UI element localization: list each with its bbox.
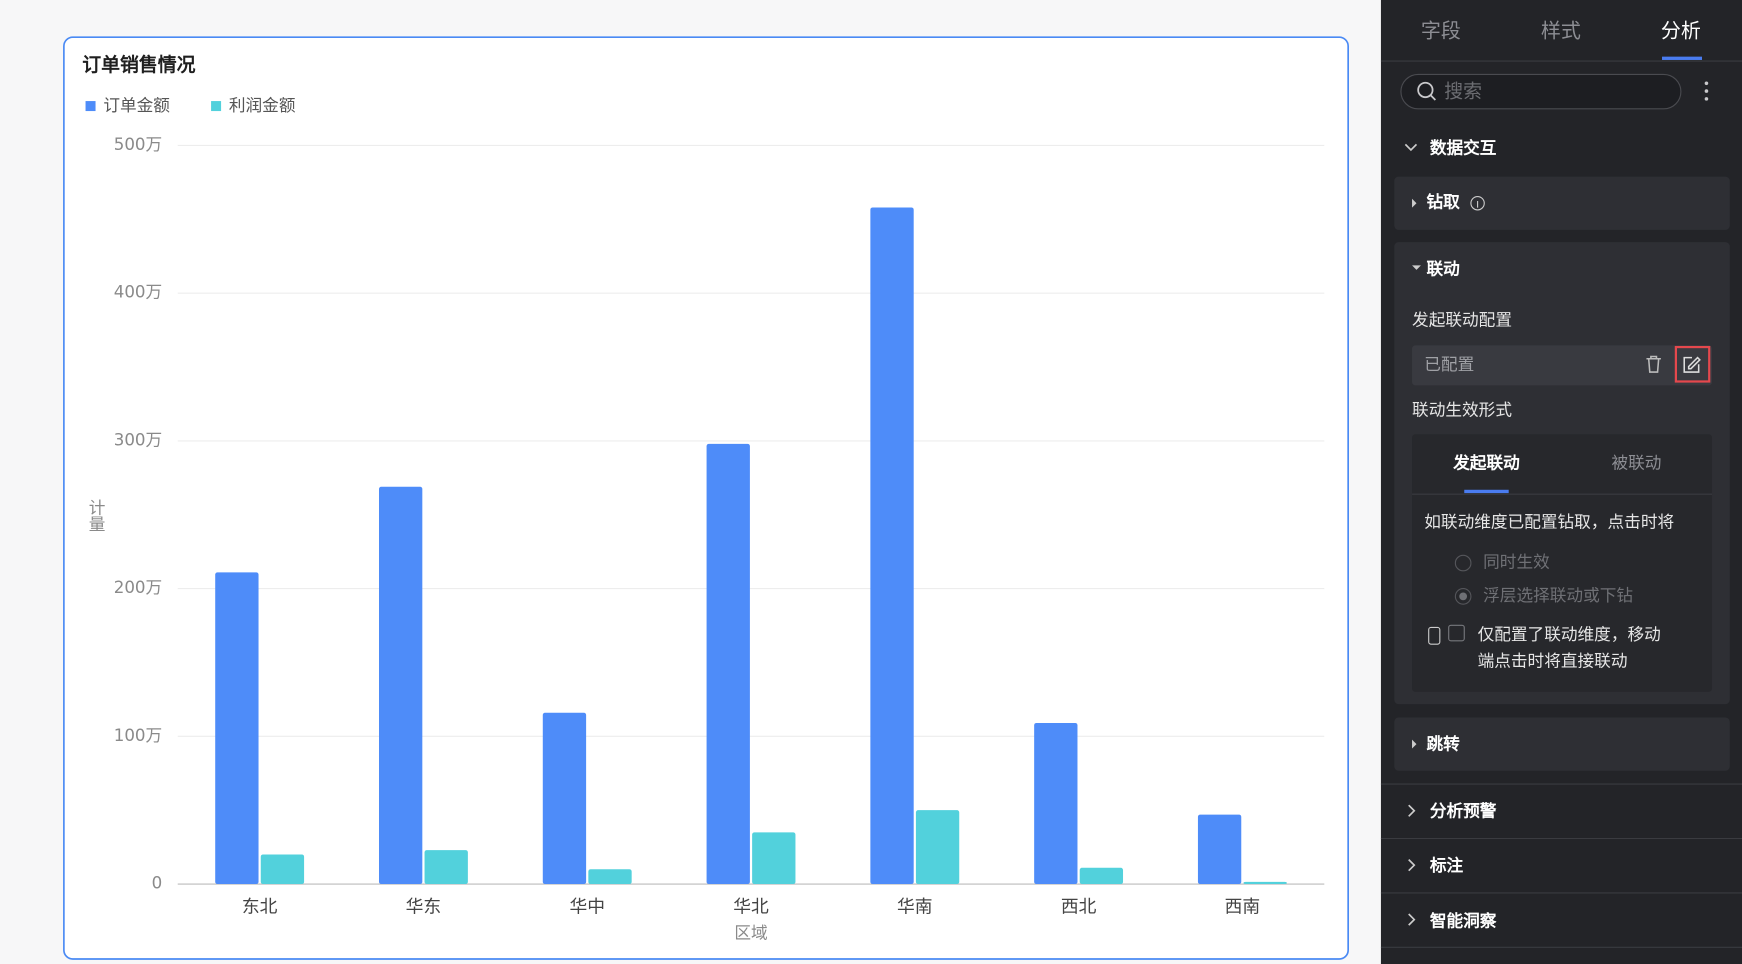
tab[interactable]: 字段 [1421, 19, 1461, 43]
tab[interactable]: 样式 [1541, 19, 1581, 43]
radio-dot [1459, 592, 1468, 601]
bar [1079, 867, 1124, 885]
effect-tab-active[interactable]: 发起联动 [1452, 453, 1520, 473]
chevron[interactable] [1408, 859, 1416, 872]
config-label: 发起联动配置 [1412, 310, 1512, 329]
bar [215, 572, 259, 885]
drill-card [1394, 176, 1730, 230]
bar [424, 850, 468, 885]
bar [752, 832, 796, 885]
y-tick-label: 0 [152, 874, 163, 893]
hint: 如联动维度已配置钻取，点击时将 [1424, 513, 1674, 532]
x-tick-label: 东北 [242, 896, 278, 917]
search-placeholder: 搜索 [1444, 81, 1482, 103]
mobile-note: 端点击时将直接联动 [1478, 651, 1628, 670]
chevron[interactable] [1408, 804, 1416, 817]
search-icon [1417, 81, 1434, 99]
tab-indicator [1464, 489, 1509, 494]
y-tick-label: 400万 [114, 283, 162, 302]
y-tick-label: 500万 [114, 135, 162, 154]
group-title[interactable]: 数据交互 [1430, 137, 1497, 157]
tab-active[interactable]: 分析 [1661, 19, 1701, 43]
config-status: 已配置 [1424, 355, 1474, 374]
bar [588, 869, 632, 885]
radio[interactable] [1454, 554, 1472, 572]
edit-icon [1683, 356, 1701, 373]
bar [260, 854, 305, 885]
y-tick-label: 200万 [114, 578, 162, 597]
jump-title[interactable]: 跳转 [1426, 734, 1460, 754]
bar [706, 443, 750, 885]
bar [378, 486, 423, 885]
x-axis-title: 区域 [734, 924, 767, 943]
jump-card [1394, 717, 1730, 771]
legend-label: 利润金额 [229, 96, 296, 115]
x-tick-label: 华北 [733, 896, 769, 917]
y-tick-label: 100万 [114, 726, 162, 745]
x-tick-label: 华中 [569, 896, 605, 917]
x-tick-label: 华南 [897, 896, 933, 917]
checkbox[interactable] [1448, 624, 1465, 642]
caret[interactable] [1412, 265, 1421, 270]
chart-title: 订单销售情况 [82, 53, 195, 76]
effect-box [1412, 434, 1713, 692]
y-axis-title: 计量 [86, 498, 105, 532]
search-box[interactable] [1400, 73, 1682, 110]
drill-title[interactable]: 钻取 [1426, 192, 1460, 212]
bar [542, 712, 587, 885]
option[interactable]: 同时生效 [1483, 553, 1550, 572]
info-icon[interactable] [1470, 196, 1485, 211]
chevron[interactable] [1408, 913, 1416, 926]
caret[interactable] [1412, 739, 1417, 749]
radio[interactable] [1454, 588, 1472, 605]
config-field [1412, 345, 1713, 386]
delete-icon[interactable] [1646, 355, 1661, 373]
chevron[interactable] [1404, 143, 1418, 152]
bar [1197, 814, 1242, 885]
legend-label: 订单金额 [103, 96, 170, 115]
legend-swatch [211, 101, 222, 112]
linkage-title[interactable]: 联动 [1426, 259, 1460, 278]
y-tick-label: 300万 [114, 430, 162, 449]
effect-label: 联动生效形式 [1412, 400, 1512, 419]
bar [870, 207, 914, 885]
option[interactable]: 浮层选择联动或下钻 [1483, 586, 1633, 605]
bar [1034, 723, 1078, 885]
tab-indicator [1662, 56, 1703, 60]
section-title[interactable]: 标注 [1429, 855, 1464, 875]
phone-icon [1428, 626, 1441, 645]
search-icon [1430, 94, 1437, 101]
effect-tab[interactable]: 被联动 [1611, 454, 1661, 473]
mobile-note: 仅配置了联动维度，移动 [1478, 625, 1661, 644]
legend-swatch [85, 101, 96, 112]
x-tick-label: 西南 [1225, 896, 1261, 917]
section-title[interactable]: 智能洞察 [1430, 910, 1497, 930]
edit-button[interactable] [1674, 345, 1711, 383]
more-icon[interactable] [1704, 81, 1709, 101]
section-title[interactable]: 分析预警 [1430, 800, 1497, 820]
x-tick-label: 西北 [1061, 896, 1097, 917]
caret[interactable] [1412, 198, 1417, 208]
bar [915, 810, 960, 885]
x-tick-label: 华东 [406, 896, 442, 917]
bar [1243, 881, 1287, 885]
